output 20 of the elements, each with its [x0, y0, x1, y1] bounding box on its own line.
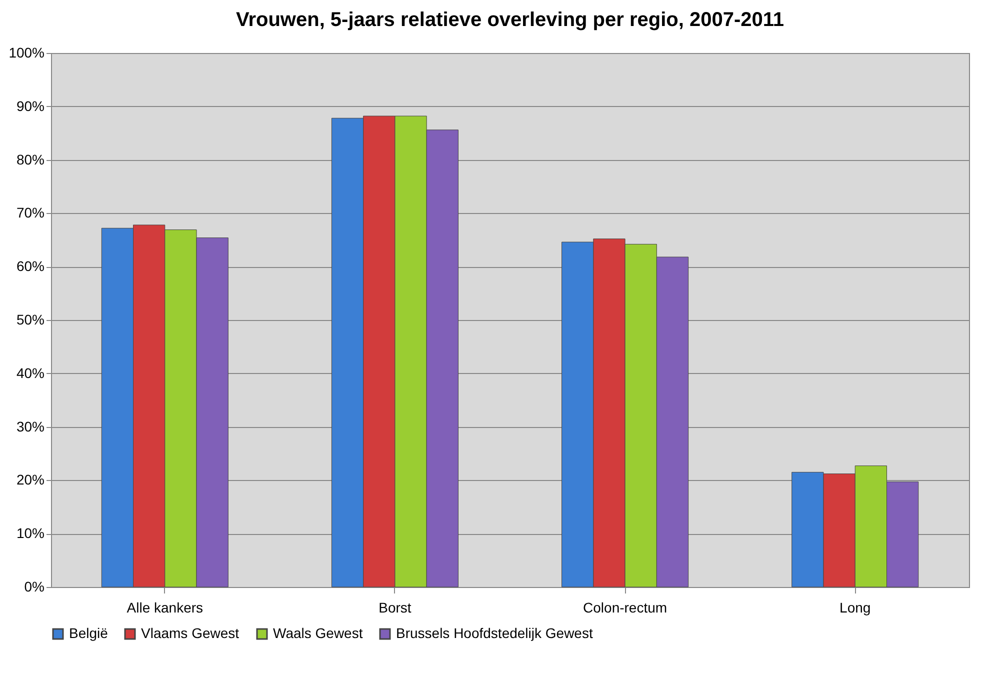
y-tick-label: 70%: [16, 204, 44, 221]
legend-label: Waals Gewest: [273, 625, 363, 641]
y-tick-label: 0%: [24, 578, 44, 594]
x-tick-label: Borst: [378, 600, 412, 616]
y-tick-label: 50%: [16, 312, 44, 328]
y-tick-label: 40%: [16, 364, 44, 381]
legend-label: België: [69, 625, 108, 641]
y-tick-label: 80%: [16, 151, 44, 168]
chart-title: Vrouwen, 5-jaars relatieve overleving per regio, 2007-2011: [236, 9, 784, 31]
x-tick-label: Long: [840, 600, 871, 616]
y-tick-label: 60%: [16, 258, 44, 274]
legend-label: Brussels Hoofdstedelijk Gewest: [396, 625, 593, 641]
y-tick-label: 30%: [16, 418, 44, 434]
y-tick-label: 90%: [16, 98, 44, 114]
x-tick-label: Alle kankers: [126, 600, 204, 616]
y-tick-label: 100%: [8, 44, 44, 60]
y-tick-label: 20%: [16, 472, 44, 488]
x-tick-label: Colon-rectum: [583, 600, 668, 616]
legend-label: Vlaams Gewest: [141, 625, 240, 641]
y-tick-label: 10%: [16, 525, 44, 542]
